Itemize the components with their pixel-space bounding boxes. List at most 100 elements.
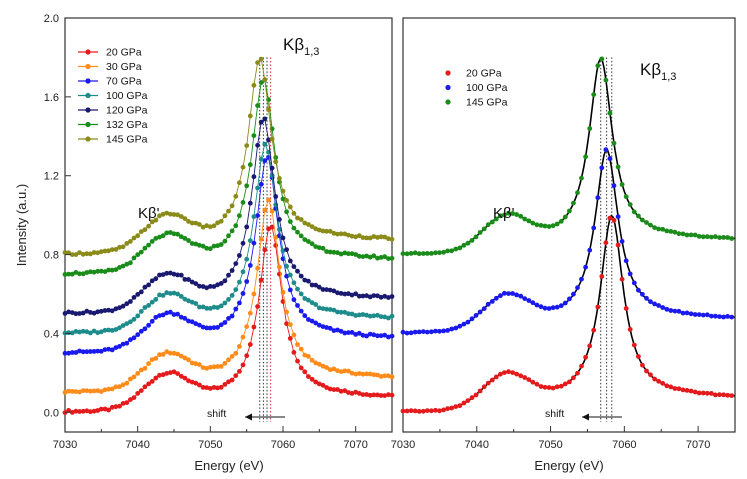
left-point-4-59 (277, 217, 282, 222)
left-point-0-8 (91, 408, 97, 414)
right-point-0-42 (571, 375, 576, 381)
left-point-0-21 (138, 388, 144, 393)
left-point-4-50 (244, 224, 250, 230)
left-point-6-70 (316, 227, 322, 233)
left-point-1-61 (284, 309, 289, 315)
right-point-1-37 (550, 305, 556, 311)
right-point-0-52 (611, 217, 617, 223)
left-point-6-90 (389, 236, 395, 242)
right-point-2-41 (567, 208, 572, 214)
right-point-0-14 (457, 403, 463, 409)
left-point-6-76 (338, 231, 344, 237)
right-point-2-78 (717, 235, 722, 241)
right-point-1-57 (631, 280, 637, 286)
right-point-2-44 (579, 175, 584, 181)
left-point-4-20 (135, 292, 141, 297)
left-satellite-label: Kβ' (138, 205, 160, 222)
left-point-5-38 (200, 243, 206, 249)
left-point-2-3 (73, 350, 79, 355)
right-point-1-28 (514, 292, 519, 298)
left-point-5-63 (291, 225, 297, 231)
left-point-6-60 (280, 188, 286, 194)
left-point-0-63 (291, 350, 297, 355)
left-point-5-82 (360, 254, 366, 259)
right-point-0-5 (420, 408, 426, 414)
left-point-5-69 (313, 244, 319, 250)
left-main-peak-sub: 1,3 (304, 46, 319, 58)
left-point-1-80 (353, 371, 359, 377)
left-point-0-49 (240, 362, 246, 368)
right-point-1-3 (412, 329, 418, 335)
left-point-1-36 (193, 361, 199, 367)
left-point-3-48 (237, 279, 242, 285)
right-point-1-54 (619, 239, 625, 244)
right-point-0-38 (554, 384, 560, 390)
left-point-5-70 (316, 245, 322, 251)
left-point-3-88 (382, 314, 388, 320)
left-point-6-86 (375, 235, 380, 240)
left-point-4-34 (186, 277, 191, 282)
left-point-2-11 (102, 347, 108, 352)
right-main-peak-label: Kβ1,3 (640, 60, 676, 83)
left-series-line-4 (64, 118, 393, 315)
left-point-4-79 (349, 292, 355, 298)
left-point-6-1 (66, 250, 71, 256)
right-point-1-50 (603, 147, 609, 153)
left-point-2-53 (255, 213, 260, 219)
left-point-6-29 (168, 211, 173, 217)
left-point-2-70 (316, 322, 322, 328)
left-point-0-73 (327, 386, 333, 392)
right-point-0-49 (599, 274, 605, 279)
left-point-3-3 (73, 329, 79, 334)
right-point-1-53 (615, 214, 621, 220)
left-point-6-65 (298, 217, 304, 222)
left-point-2-89 (386, 334, 391, 340)
right-point-1-40 (562, 300, 568, 306)
left-point-2-75 (335, 327, 340, 333)
right-point-0-55 (623, 306, 629, 311)
right-shift-label: shift (545, 408, 564, 420)
right-point-0-78 (717, 392, 722, 398)
right-point-1-61 (648, 299, 653, 305)
left-point-0-30 (171, 369, 177, 375)
left-point-4-28 (164, 270, 170, 276)
left-point-1-22 (142, 366, 148, 371)
right-point-2-19 (477, 230, 483, 235)
left-point-3-19 (131, 316, 137, 322)
left-point-4-21 (138, 289, 144, 295)
left-point-0-20 (135, 391, 141, 396)
right-point-1-33 (534, 302, 540, 308)
left-point-2-55 (262, 158, 268, 164)
right-point-0-39 (558, 383, 564, 389)
left-point-0-35 (189, 379, 195, 385)
right-point-1-58 (636, 287, 641, 293)
left-point-0-24 (149, 379, 155, 384)
left-point-1-60 (280, 289, 286, 295)
left-point-0-19 (131, 395, 137, 400)
right-point-1-11 (445, 328, 450, 333)
left-legend-label-0: 20 GPa (106, 47, 142, 59)
left-point-0-1 (66, 408, 71, 413)
left-point-4-5 (80, 310, 86, 316)
left-point-4-57 (269, 165, 275, 171)
left-point-0-4 (77, 409, 82, 414)
left-point-5-47 (233, 223, 239, 229)
left-xtick-label-4: 7070 (343, 439, 367, 451)
left-point-1-54 (258, 236, 264, 242)
right-point-0-16 (465, 398, 471, 403)
left-point-0-25 (153, 375, 159, 381)
left-point-1-4 (77, 389, 82, 395)
right-point-2-20 (481, 226, 487, 232)
left-point-6-6 (84, 251, 90, 257)
left-point-5-80 (353, 252, 359, 257)
left-point-5-37 (197, 242, 202, 248)
left-point-1-43 (218, 364, 224, 369)
right-point-1-17 (469, 316, 475, 322)
right-fit-line-2 (403, 57, 736, 255)
left-point-5-36 (193, 241, 199, 247)
right-point-2-61 (648, 222, 653, 228)
left-point-6-56 (266, 107, 271, 112)
left-point-0-16 (120, 401, 126, 406)
left-point-6-48 (237, 180, 242, 186)
left-point-4-62 (287, 258, 293, 264)
